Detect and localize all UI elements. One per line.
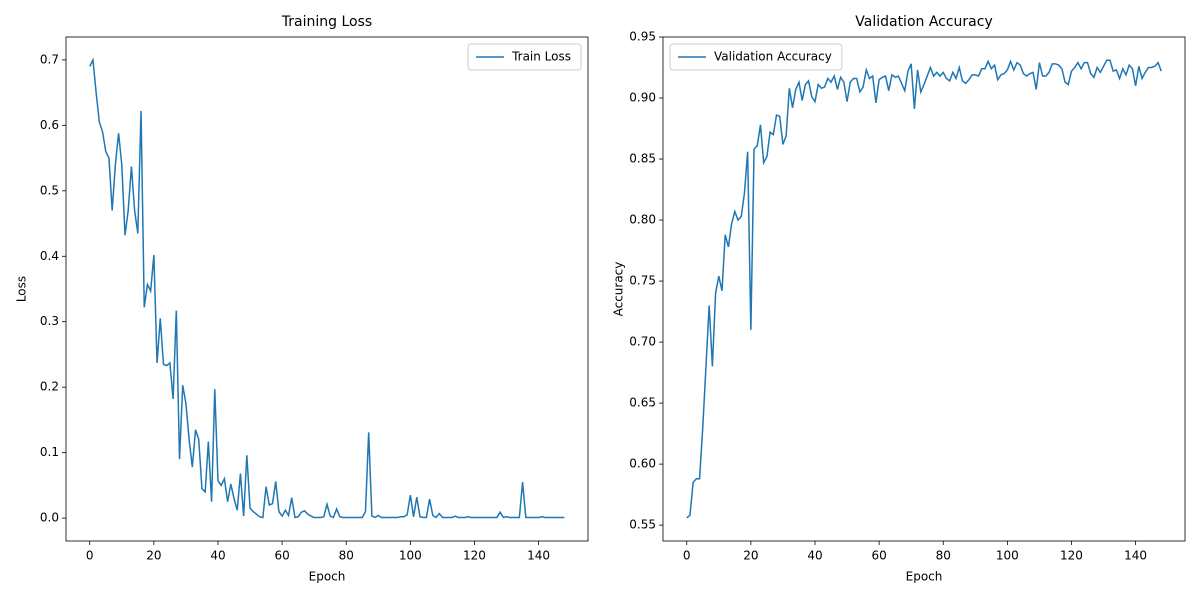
x-tick-label: 140 <box>1124 549 1147 563</box>
data-line <box>89 57 565 519</box>
y-tick-label: 0.7 <box>40 52 59 66</box>
axes-title: Validation Accuracy <box>855 14 993 30</box>
axes-title: Training Loss <box>281 14 372 30</box>
legend-label: Train Loss <box>511 50 571 64</box>
axes-frame <box>65 36 589 542</box>
x-tick-label: 60 <box>871 549 886 563</box>
axes: Training Loss Epoch Loss 0 20 40 60 80 100 120 140… <box>15 14 589 584</box>
y-tick-label: 0.4 <box>40 249 59 263</box>
y-tick-label: 0.85 <box>629 152 656 166</box>
legend: Validation Accuracy <box>669 43 843 71</box>
x-tick-label: 0 <box>683 549 691 563</box>
x-tick-label: 120 <box>463 549 486 563</box>
x-tick-label: 120 <box>1060 549 1083 563</box>
axes-frame <box>662 36 1186 542</box>
y-tick-label: 0.6 <box>40 118 59 132</box>
y-tick-label: 0.5 <box>40 183 59 197</box>
legend-label: Validation Accuracy <box>714 50 832 64</box>
x-axis-label: Epoch <box>309 570 346 584</box>
y-axis-label: Loss <box>15 276 29 302</box>
y-tick-label: 0.95 <box>629 30 656 44</box>
y-tick-label: 0.60 <box>629 457 656 471</box>
y-tick-label: 0.3 <box>40 314 59 328</box>
y-tick-label: 0.75 <box>629 274 656 288</box>
x-tick-label: 20 <box>146 549 161 563</box>
x-tick-label: 100 <box>996 549 1019 563</box>
data-line <box>686 59 1162 519</box>
legend-frame <box>467 43 582 71</box>
x-tick-label: 40 <box>807 549 822 563</box>
y-tick-label: 0.80 <box>629 213 656 227</box>
y-tick-label: 0.65 <box>629 396 656 410</box>
y-tick-label: 0.55 <box>629 518 656 532</box>
axes: Validation Accuracy Epoch Accuracy 0 20 40 60 8… <box>612 14 1186 584</box>
x-axis-label: Epoch <box>906 570 943 584</box>
y-tick-label: 0.70 <box>629 335 656 349</box>
x-tick-label: 40 <box>210 549 225 563</box>
y-tick-label: 0.1 <box>40 445 59 459</box>
x-tick-label: 140 <box>527 549 550 563</box>
y-tick-label: 0.2 <box>40 380 59 394</box>
x-tick-label: 60 <box>274 549 289 563</box>
y-tick-label: 0.0 <box>40 511 59 525</box>
legend: Train Loss <box>467 43 582 71</box>
x-tick-label: 80 <box>936 549 951 563</box>
x-tick-label: 20 <box>743 549 758 563</box>
y-axis-label: Accuracy <box>612 262 626 317</box>
y-tick-label: 0.90 <box>629 91 656 105</box>
x-tick-label: 0 <box>86 549 94 563</box>
x-tick-label: 100 <box>399 549 422 563</box>
x-tick-label: 80 <box>339 549 354 563</box>
legend-frame <box>669 43 843 71</box>
